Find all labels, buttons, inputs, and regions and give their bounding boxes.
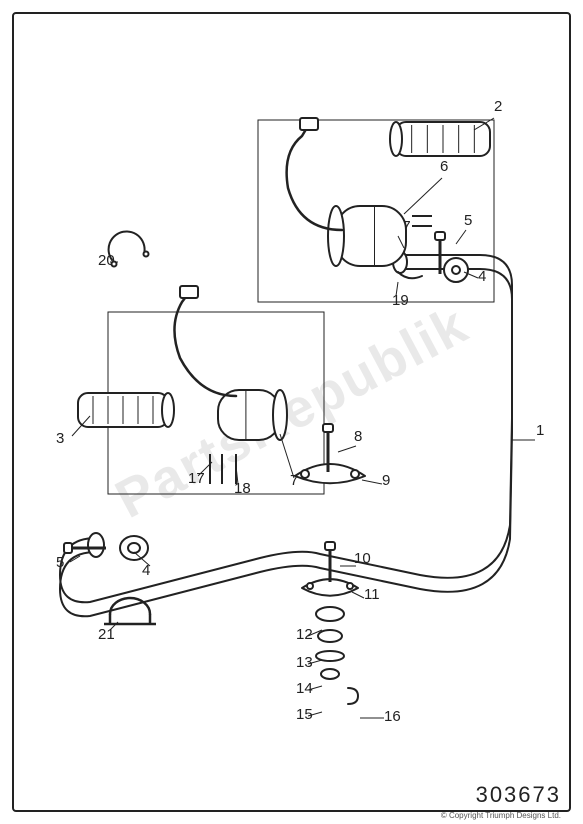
diagram-svg [0,0,583,824]
diagram-stage [0,0,583,824]
